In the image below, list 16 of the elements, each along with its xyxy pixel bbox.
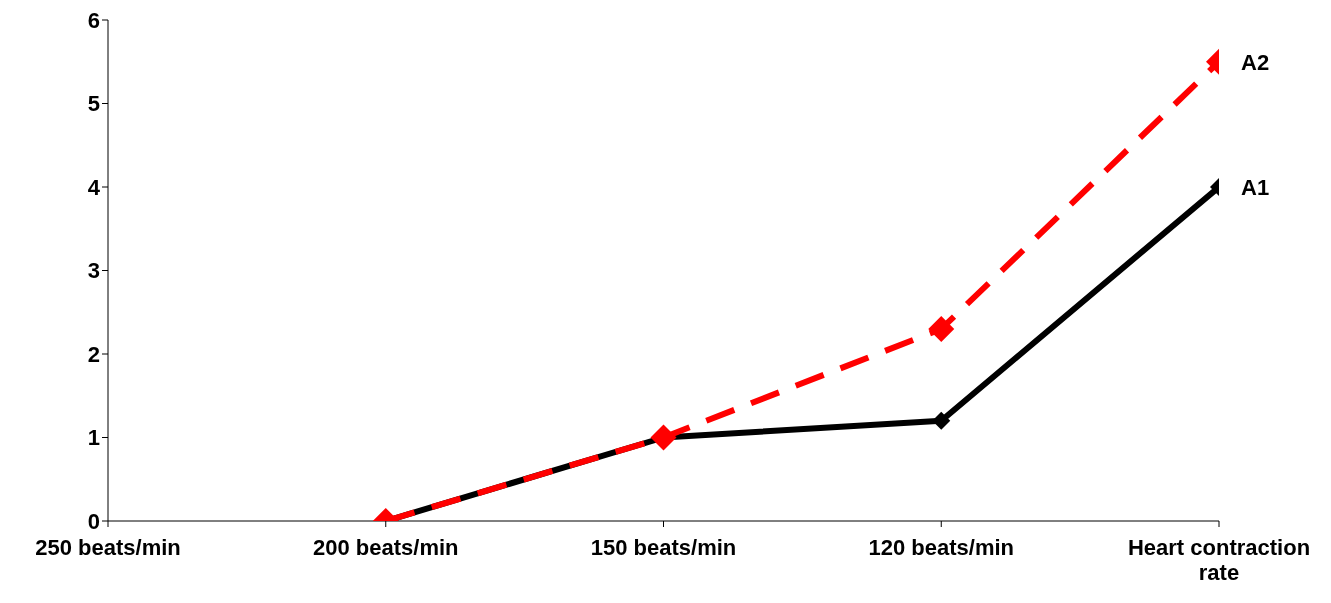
x-tick-label: 120 beats/min (868, 535, 1015, 560)
y-tick-label: 3 (87, 258, 100, 284)
point (650, 424, 677, 451)
y-tick-label: 6 (87, 7, 100, 33)
series-label: A1 (1241, 175, 1270, 200)
x-tick-label: Heart contraction rate (1127, 535, 1311, 585)
y-tick-label: 2 (87, 341, 100, 367)
series-label: A2 (1241, 49, 1270, 75)
point (928, 315, 955, 342)
y-tick-label: 0 (87, 508, 100, 534)
x-tick-label: 150 beats/min (590, 535, 737, 560)
y-tick-label: 5 (87, 91, 100, 117)
y-tick-label: 1 (87, 425, 100, 451)
y-tick-label: 4 (87, 174, 101, 200)
x-tick-label: 250 beats/min (35, 535, 181, 560)
x-tick-label: 200 beats/min (312, 535, 459, 560)
